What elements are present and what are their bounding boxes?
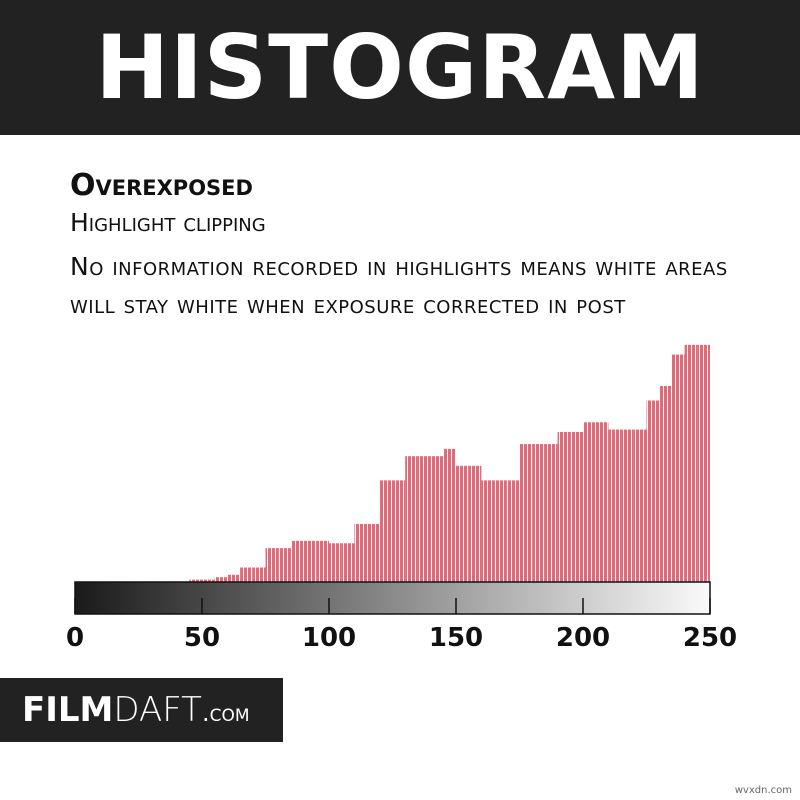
bar [494, 480, 507, 582]
heading: Overexposed [70, 168, 253, 203]
bar [456, 465, 469, 582]
logo-part: .com [201, 699, 250, 727]
bar [379, 480, 393, 582]
logo-part: DAFT [113, 690, 202, 730]
bar [252, 567, 266, 582]
bar [570, 431, 583, 582]
x-tick-label: 50 [184, 623, 220, 653]
bar [405, 456, 418, 582]
bar [392, 480, 406, 582]
bar [468, 465, 482, 582]
bar [697, 344, 710, 582]
bar [532, 444, 545, 582]
bar [608, 429, 622, 582]
bar [265, 548, 279, 582]
bar [684, 344, 698, 582]
bar [621, 429, 634, 582]
bar [354, 523, 368, 582]
x-tick-label: 0 [66, 623, 84, 653]
bar [430, 456, 444, 582]
bar [240, 567, 253, 582]
bar [659, 385, 672, 582]
x-tick-label: 150 [429, 623, 483, 653]
bar [506, 480, 520, 582]
logo: FILMDAFT.com [0, 678, 283, 742]
bar [646, 400, 660, 582]
bar [227, 574, 241, 582]
logo-part: FILM [22, 690, 114, 730]
bar [583, 422, 596, 582]
bar [633, 429, 647, 582]
bar [202, 579, 215, 582]
bar [341, 543, 355, 582]
bar [278, 548, 291, 582]
bar [290, 540, 304, 582]
bar [481, 480, 495, 582]
bar [316, 540, 329, 582]
bar [329, 543, 342, 582]
x-tick-label: 100 [302, 623, 356, 653]
x-tick-label: 200 [556, 623, 610, 653]
bar [595, 422, 609, 582]
bar [443, 448, 456, 582]
bar [417, 456, 431, 582]
bar [671, 354, 685, 582]
bar [519, 444, 533, 582]
bar [367, 523, 380, 582]
header: HISTOGRAM [0, 0, 800, 135]
x-tick-label: 250 [683, 623, 737, 653]
bar [544, 444, 558, 582]
tone-scale [74, 581, 711, 615]
bar [189, 579, 202, 582]
bar [303, 540, 317, 582]
watermark: wvxdn.com [734, 785, 792, 796]
bar [214, 577, 228, 582]
description: No information recorded in highlights me… [70, 252, 728, 319]
bar [557, 431, 571, 582]
chart-title: HISTOGRAM [95, 16, 705, 119]
subheading: Highlight clipping [70, 208, 266, 237]
